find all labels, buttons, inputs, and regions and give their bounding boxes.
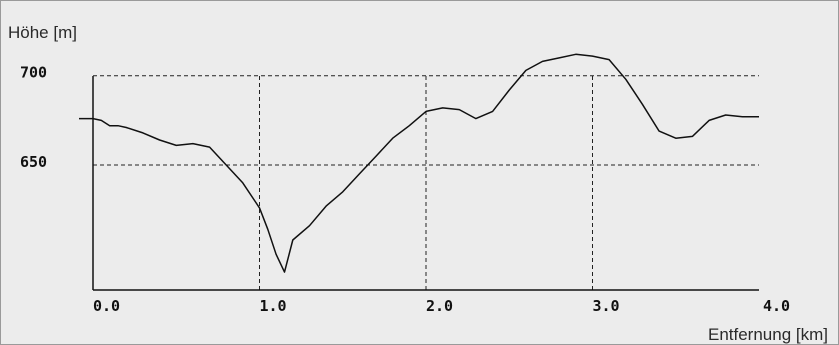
y-axis-label: Höhe [m]	[8, 23, 77, 42]
x-tick-label: 2.0	[426, 297, 453, 315]
elevation-series-line	[79, 53, 759, 273]
axes	[92, 76, 759, 291]
x-tick-label: 4.0	[763, 297, 790, 315]
grid-lines	[93, 75, 759, 290]
x-axis-label: Entfernung [km]	[708, 325, 828, 344]
y-tick-label: 650	[20, 153, 47, 171]
y-tick-label: 700	[20, 64, 47, 82]
tick-labels: 0.0 1.0 2.0 3.0 4.0 650 700	[20, 64, 790, 315]
x-tick-label: 1.0	[260, 297, 287, 315]
x-tick-label: 0.0	[93, 297, 120, 315]
x-tick-label: 3.0	[593, 297, 620, 315]
